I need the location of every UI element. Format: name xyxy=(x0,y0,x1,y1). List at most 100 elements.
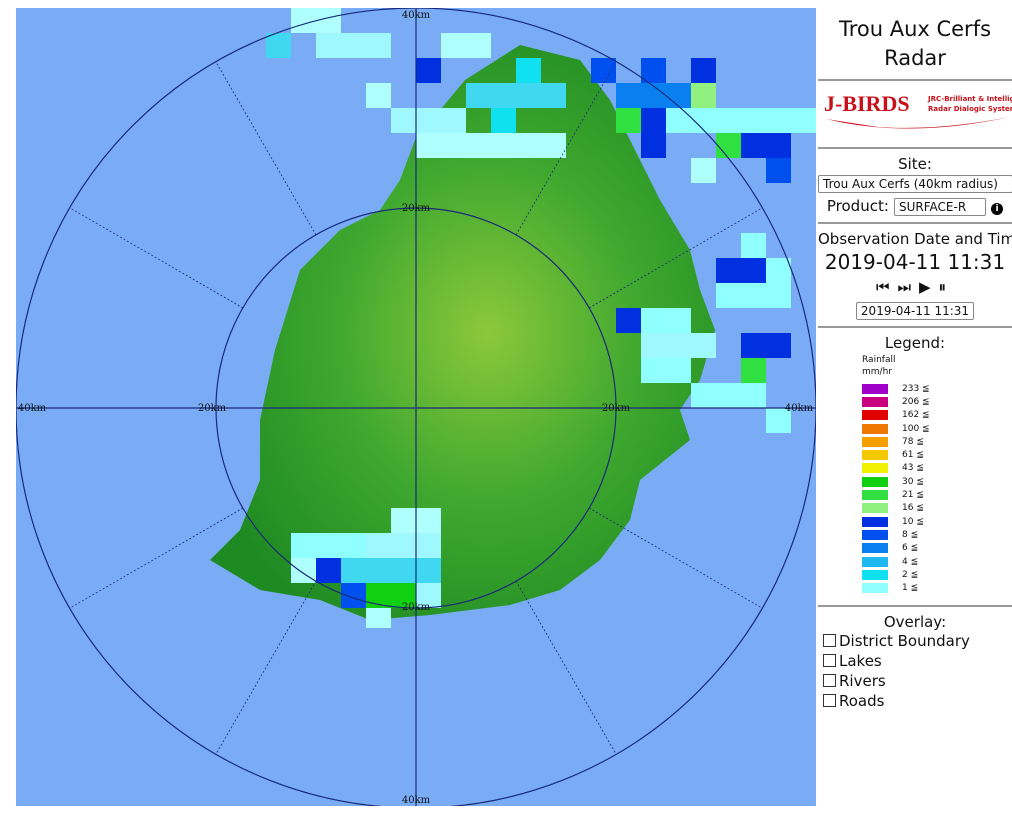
legend-title: Legend: xyxy=(884,334,946,352)
legend-label: 43 ≦ xyxy=(902,463,924,474)
overlay-label: District Boundary xyxy=(839,631,970,650)
playback-controls: ⏮⏭▶⏸ xyxy=(818,278,1012,296)
site-label: Site: xyxy=(898,155,932,173)
range-label: 20km xyxy=(602,403,631,414)
legend-label: 1 ≦ xyxy=(902,583,919,594)
product-row: Product: SURFACE-R i xyxy=(818,196,1012,216)
next-button[interactable]: ⏭ xyxy=(897,278,919,296)
divider xyxy=(818,79,1012,81)
legend-caption: Rainfall mm/hr xyxy=(862,354,1012,378)
legend-item: 233 ≦ xyxy=(862,382,1012,395)
overlay-option[interactable]: Rivers xyxy=(823,671,1012,691)
range-label: 20km xyxy=(402,203,431,214)
checkbox[interactable] xyxy=(823,673,836,687)
first-button[interactable]: ⏮ xyxy=(875,278,898,296)
legend-item: 61 ≦ xyxy=(862,448,1012,461)
overlay-options: District Boundary Lakes Rivers Roads xyxy=(818,631,1012,711)
legend-swatch xyxy=(862,410,888,421)
legend-unit: mm/hr xyxy=(862,367,892,377)
legend-swatch xyxy=(862,396,888,407)
legend-quantity: Rainfall xyxy=(862,355,896,365)
overlay-option[interactable]: Lakes xyxy=(823,651,1012,671)
legend-swatch xyxy=(862,450,888,461)
title: Trou Aux Cerfs Radar xyxy=(838,17,992,70)
legend-label: 10 ≦ xyxy=(902,516,924,527)
divider xyxy=(818,326,1012,328)
product-select[interactable]: SURFACE-R xyxy=(894,198,986,216)
legend-label: 162 ≦ xyxy=(902,410,930,421)
checkbox[interactable] xyxy=(823,653,836,667)
legend-swatch xyxy=(862,383,888,394)
legend-label: 30 ≦ xyxy=(902,476,924,487)
radar-map: 40km 20km 40km 20km 20km 40km 20km 40km xyxy=(16,8,816,806)
range-label: 20km xyxy=(198,403,227,414)
observation-datetime: 2019-04-11 11:31 xyxy=(824,250,1006,274)
site-select[interactable]: Trou Aux Cerfs (40km radius) xyxy=(818,175,1012,193)
legend-swatch xyxy=(862,423,888,434)
legend-item: 43 ≦ xyxy=(862,462,1012,475)
legend-item: 16 ≦ xyxy=(862,502,1012,515)
sidebar: Trou Aux Cerfs Radar J-BIRDS JRC-Brillia… xyxy=(818,0,1012,823)
overlay-option[interactable]: Roads xyxy=(823,691,1012,711)
legend: 233 ≦ 206 ≦ 162 ≦ 100 ≦ 78 ≦ 61 ≦ 43 ≦ 30 ≦ 21 ≦… xyxy=(818,382,1012,595)
observation-label: Observation Date and Time xyxy=(818,230,1012,248)
legend-label: 8 ≦ xyxy=(902,529,919,540)
overlay-label: Lakes xyxy=(839,651,882,670)
legend-swatch xyxy=(862,476,888,487)
checkbox[interactable] xyxy=(823,693,836,707)
legend-item: 2 ≦ xyxy=(862,568,1012,581)
legend-swatch xyxy=(862,543,888,554)
legend-label: 233 ≦ xyxy=(902,383,930,394)
legend-item: 4 ≦ xyxy=(862,555,1012,568)
legend-swatch xyxy=(862,556,888,567)
legend-swatch xyxy=(862,529,888,540)
pause-button[interactable]: ⏸ xyxy=(938,278,955,296)
legend-swatch xyxy=(862,463,888,474)
legend-item: 21 ≦ xyxy=(862,488,1012,501)
play-button[interactable]: ▶ xyxy=(918,278,939,296)
range-label: 40km xyxy=(785,403,814,414)
range-rings xyxy=(16,8,816,806)
range-label: 40km xyxy=(402,10,431,21)
divider xyxy=(818,147,1012,149)
divider xyxy=(818,222,1012,224)
legend-label: 100 ≦ xyxy=(902,423,930,434)
product-label: Product: xyxy=(826,197,889,215)
legend-swatch xyxy=(862,569,888,580)
time-select[interactable]: 2019-04-11 11:31 xyxy=(855,302,975,320)
legend-label: 78 ≦ xyxy=(902,436,924,447)
legend-item: 206 ≦ xyxy=(862,395,1012,408)
checkbox[interactable] xyxy=(823,633,836,647)
rain-cells xyxy=(266,8,816,628)
divider xyxy=(818,604,1012,607)
legend-swatch xyxy=(862,503,888,514)
logo: J-BIRDS JRC-Brilliant & Intelligent Rada… xyxy=(824,91,1012,129)
overlay-label: Rivers xyxy=(839,671,886,690)
legend-label: 6 ≦ xyxy=(902,543,919,554)
logo-name: J-BIRDS xyxy=(824,91,910,116)
legend-label: 61 ≦ xyxy=(902,450,924,461)
legend-item: 8 ≦ xyxy=(862,528,1012,541)
range-label: 40km xyxy=(18,403,47,414)
overlay-option[interactable]: District Boundary xyxy=(823,631,1012,651)
info-icon[interactable]: i xyxy=(991,203,1004,215)
legend-label: 4 ≦ xyxy=(902,556,919,567)
legend-swatch xyxy=(862,436,888,447)
legend-swatch xyxy=(862,583,888,594)
legend-label: 21 ≦ xyxy=(902,490,924,501)
legend-swatch xyxy=(862,490,888,501)
logo-tagline: JRC-Brilliant & Intelligent xyxy=(927,95,1012,103)
legend-swatch xyxy=(862,516,888,527)
legend-item: 6 ≦ xyxy=(862,542,1012,555)
legend-label: 16 ≦ xyxy=(902,503,924,514)
range-label: 20km xyxy=(402,602,431,613)
range-label: 40km xyxy=(402,795,431,806)
azimuth-lines xyxy=(69,61,763,755)
legend-item: 30 ≦ xyxy=(862,475,1012,488)
legend-item: 10 ≦ xyxy=(862,515,1012,528)
legend-label: 2 ≦ xyxy=(902,569,919,580)
overlay-title: Overlay: xyxy=(883,612,947,631)
logo-tagline: Radar Dialogic System xyxy=(928,105,1012,113)
legend-item: 100 ≦ xyxy=(862,422,1012,435)
